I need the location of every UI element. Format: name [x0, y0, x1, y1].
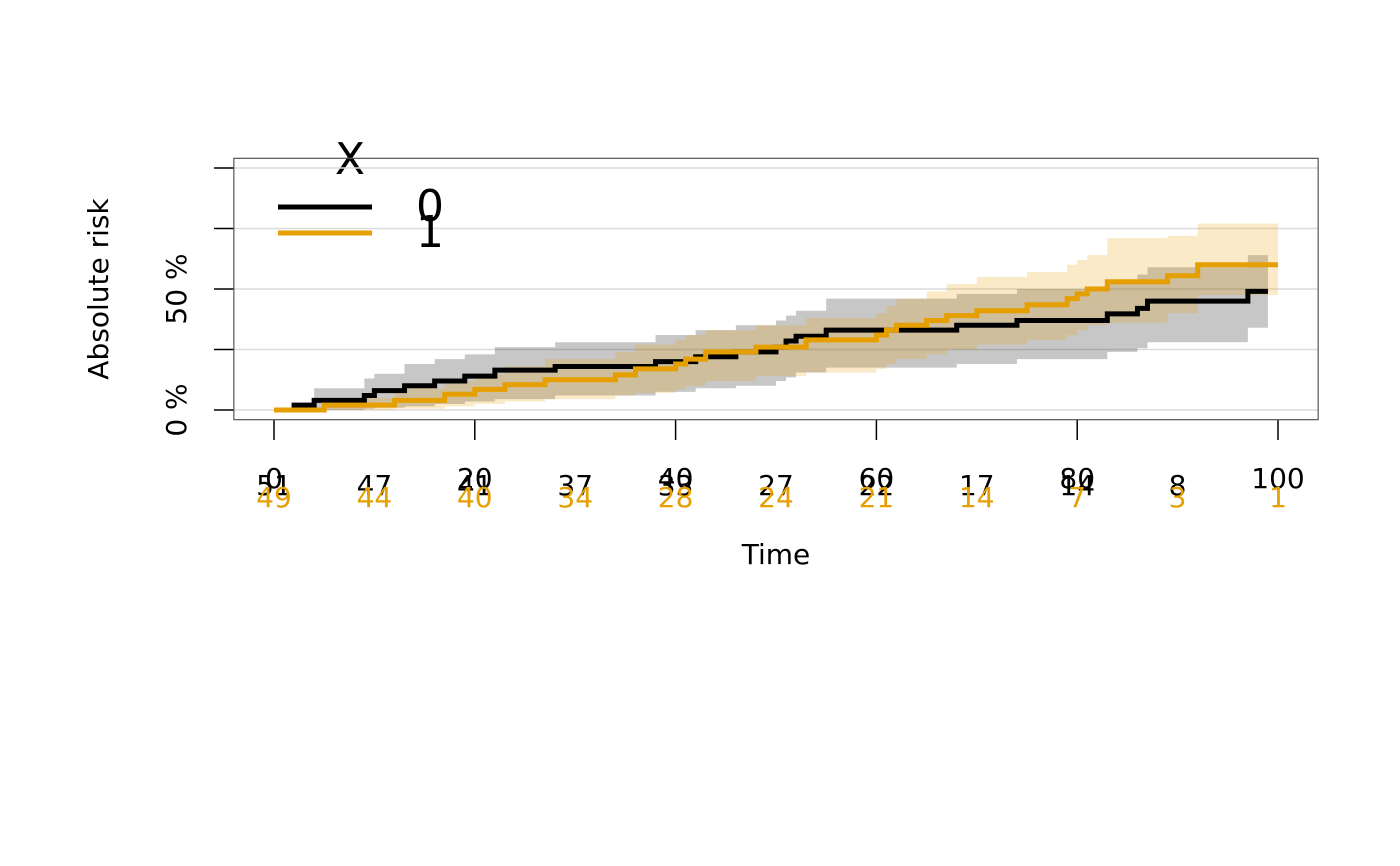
y-tick-label: 50 % [160, 253, 193, 324]
risk-line [274, 262, 1278, 413]
y-axis-label: Absolute risk [82, 198, 115, 380]
at-risk-count: 49 [256, 481, 292, 514]
at-risk-count: 22 [859, 469, 895, 502]
at-risk-count: 34 [557, 481, 593, 514]
at-risk-count: 51 [256, 469, 292, 502]
at-risk-count: 47 [357, 469, 393, 502]
risk-line [274, 288, 1268, 413]
y-tick-label: 0 % [160, 383, 193, 436]
at-risk-count: 27 [758, 469, 794, 502]
at-risk-count: 24 [758, 481, 794, 514]
x-tick-label: 60 [859, 462, 895, 495]
at-risk-count: 40 [457, 481, 493, 514]
x-tick-label: 20 [457, 462, 493, 495]
at-risk-count: 1 [1269, 481, 1287, 514]
at-risk-count: 7 [1068, 481, 1086, 514]
at-risk-count: 17 [959, 469, 995, 502]
plot-frame [233, 157, 1319, 421]
at-risk-count: 14 [1059, 469, 1095, 502]
at-risk-count: 28 [658, 481, 694, 514]
at-risk-count: 14 [959, 481, 995, 514]
legend-title: X [335, 134, 365, 185]
confidence-band [274, 223, 1278, 410]
x-tick-label: 80 [1059, 462, 1095, 495]
at-risk-count: 33 [658, 469, 694, 502]
x-axis-label: Time [741, 538, 811, 571]
at-risk-count: 8 [1169, 469, 1187, 502]
at-risk-count: 37 [557, 469, 593, 502]
x-tick-label: 0 [265, 462, 283, 495]
at-risk-count: 41 [457, 469, 493, 502]
legend-label: 1 [416, 207, 444, 258]
at-risk-count: 21 [859, 481, 895, 514]
legend-label: 0 [416, 181, 444, 232]
x-tick-label: 100 [1251, 462, 1304, 495]
at-risk-count: 44 [357, 481, 393, 514]
at-risk-count: 3 [1169, 481, 1187, 514]
x-tick-label: 40 [658, 462, 694, 495]
